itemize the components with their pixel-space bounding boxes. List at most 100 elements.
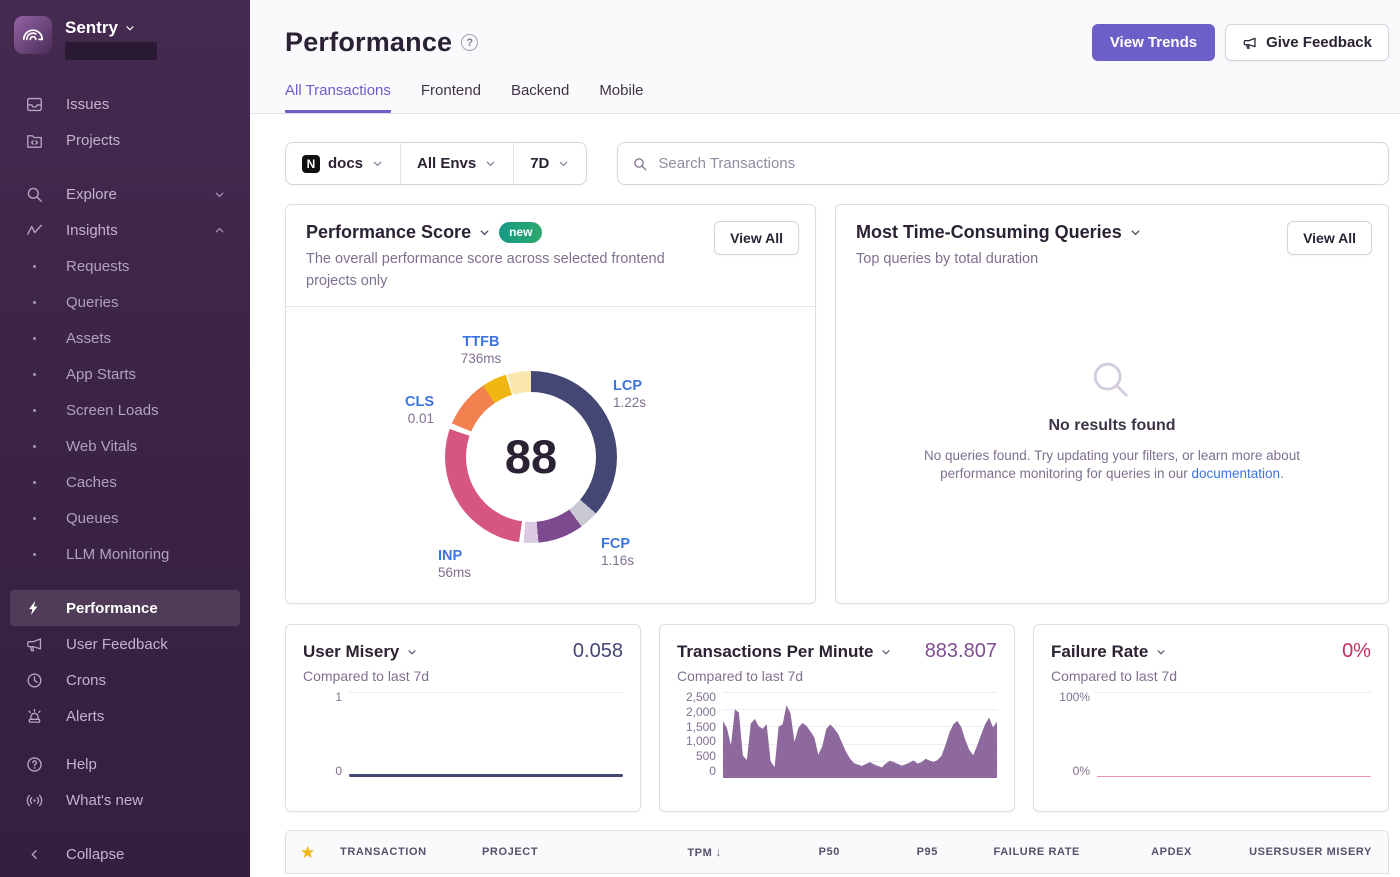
chevron-down-icon <box>557 157 570 170</box>
sidebar-item-label: Projects <box>66 131 121 149</box>
sidebar-item-llm-monitoring[interactable]: LLM Monitoring <box>0 536 250 572</box>
column-header-apdex[interactable]: APDEX <box>1151 846 1192 858</box>
widget-subtitle: Compared to last 7d <box>1050 668 1178 684</box>
column-header-p50[interactable]: P50 <box>818 846 840 858</box>
y-tick: 1,500 <box>685 719 716 734</box>
tpm-chart: 2,500 2,000 1,500 1,000 500 0 <box>677 691 997 778</box>
column-header-tpm[interactable]: TPM ↓ <box>620 845 722 859</box>
org-name-redacted <box>65 42 157 60</box>
column-label: TPM <box>687 847 713 859</box>
column-header-transaction[interactable]: TRANSACTION <box>340 846 427 858</box>
sidebar-item-alerts[interactable]: Alerts <box>0 698 250 734</box>
search-empty-icon <box>836 355 1388 407</box>
sidebar-item-insights[interactable]: Insights <box>0 212 250 248</box>
tpm-value: 883.807 <box>924 640 997 662</box>
org-switcher[interactable]: Sentry <box>65 18 157 38</box>
siren-icon <box>24 706 44 726</box>
user-misery-title-dropdown[interactable]: User Misery <box>303 642 418 662</box>
sidebar-item-crons[interactable]: Crons <box>0 662 250 698</box>
widget-title: User Misery <box>303 642 400 661</box>
tab-frontend[interactable]: Frontend <box>420 82 481 99</box>
vital-value: 1.22s <box>613 394 647 410</box>
column-header-starred[interactable]: ★ <box>300 844 340 861</box>
sidebar-item-label: Explore <box>66 185 117 203</box>
search-icon <box>24 184 44 204</box>
tab-backend[interactable]: Backend <box>510 82 570 99</box>
vital-inp: INP 56ms <box>438 547 471 582</box>
documentation-link[interactable]: documentation <box>1191 465 1281 481</box>
sidebar-item-label: User Feedback <box>66 635 168 653</box>
performance-score-value: 88 <box>504 430 558 483</box>
sentry-logo[interactable] <box>14 16 52 54</box>
failure-rate-value: 0% <box>1342 640 1371 662</box>
give-feedback-button[interactable]: Give Feedback <box>1225 24 1389 61</box>
performance-score-view-all-button[interactable]: View All <box>714 221 799 255</box>
queries-title-dropdown[interactable]: Most Time-Consuming Queries <box>856 222 1142 243</box>
sidebar-item-queries[interactable]: Queries <box>0 284 250 320</box>
project-selector-value: docs <box>328 155 364 172</box>
search-transactions-box <box>617 142 1389 185</box>
sidebar-item-app-starts[interactable]: App Starts <box>0 356 250 392</box>
queries-empty-state: No results found No queries found. Try u… <box>836 355 1388 482</box>
sidebar-item-performance[interactable]: Performance <box>10 590 240 626</box>
column-header-project[interactable]: PROJECT <box>482 846 539 858</box>
tpm-title-dropdown[interactable]: Transactions Per Minute <box>677 642 893 662</box>
sidebar-item-label: Requests <box>66 257 130 275</box>
view-trends-button[interactable]: View Trends <box>1091 24 1216 61</box>
sidebar-item-label: Collapse <box>66 845 125 863</box>
project-selector[interactable]: N docs <box>286 143 400 184</box>
sidebar-item-help[interactable]: Help <box>0 746 250 782</box>
sidebar-item-label: Alerts <box>66 707 105 725</box>
date-range-selector[interactable]: 7D <box>513 143 586 184</box>
bullet-icon <box>24 472 44 492</box>
sidebar-collapse-button[interactable]: Collapse <box>0 836 250 872</box>
bullet-icon <box>24 436 44 456</box>
sidebar-item-requests[interactable]: Requests <box>0 248 250 284</box>
help-tooltip-icon[interactable]: ? <box>461 34 479 51</box>
vital-value: 0.01 <box>407 410 434 426</box>
sidebar-item-caches[interactable]: Caches <box>0 464 250 500</box>
search-transactions-input[interactable] <box>658 155 1374 172</box>
tab-all-transactions[interactable]: All Transactions <box>285 82 391 113</box>
widget-subtitle: The overall performance score across sel… <box>306 251 665 289</box>
chevron-down-icon <box>371 157 384 170</box>
environment-selector[interactable]: All Envs <box>400 143 513 184</box>
sidebar-item-whats-new[interactable]: What's new <box>0 782 250 818</box>
sidebar-item-assets[interactable]: Assets <box>0 320 250 356</box>
column-header-users[interactable]: USERS <box>1249 846 1290 858</box>
sidebar-item-projects[interactable]: Projects <box>0 122 250 158</box>
column-header-p95[interactable]: P95 <box>916 846 938 858</box>
sidebar-item-label: Screen Loads <box>66 401 159 419</box>
chevron-down-icon <box>213 188 226 201</box>
sidebar-item-queues[interactable]: Queues <box>0 500 250 536</box>
column-header-failure-rate[interactable]: FAILURE RATE <box>993 846 1080 858</box>
queries-view-all-button[interactable]: View All <box>1287 221 1372 255</box>
column-header-user-misery[interactable]: USER MISERY <box>1290 846 1372 858</box>
sidebar-item-label: Crons <box>66 671 107 689</box>
sidebar-item-label: Issues <box>66 95 110 113</box>
sidebar-item-user-feedback[interactable]: User Feedback <box>0 626 250 662</box>
empty-state-text-body: No queries found. Try updating your filt… <box>924 448 1300 481</box>
empty-state-text-period: . <box>1280 465 1284 481</box>
chevron-down-icon <box>408 650 416 655</box>
sidebar-item-issues[interactable]: Issues <box>0 86 250 122</box>
tab-mobile[interactable]: Mobile <box>599 82 644 99</box>
chevron-down-icon <box>882 650 891 655</box>
brand-name: Sentry <box>65 18 118 37</box>
widget-subtitle: Compared to last 7d <box>303 668 430 684</box>
performance-score-title-dropdown[interactable]: Performance Score <box>306 222 491 243</box>
y-tick: 0 <box>709 763 716 778</box>
sidebar: Sentry Issues Projects Explore Insights <box>0 0 250 877</box>
vital-cls: CLS 0.01 <box>344 393 434 428</box>
sidebar-item-explore[interactable]: Explore <box>0 176 250 212</box>
widget-title: Performance Score <box>306 222 472 242</box>
failure-rate-title-dropdown[interactable]: Failure Rate <box>1051 642 1167 662</box>
nextjs-platform-icon: N <box>302 154 320 173</box>
clock-icon <box>24 670 44 690</box>
sidebar-item-web-vitals[interactable]: Web Vitals <box>0 428 250 464</box>
broadcast-icon <box>24 790 44 810</box>
transactions-table: ★ TRANSACTION PROJECT TPM ↓ P50 P95 FAILU… <box>285 830 1389 874</box>
sidebar-item-label: Web Vitals <box>66 437 138 455</box>
sidebar-item-screen-loads[interactable]: Screen Loads <box>0 392 250 428</box>
bullet-icon <box>24 256 44 276</box>
